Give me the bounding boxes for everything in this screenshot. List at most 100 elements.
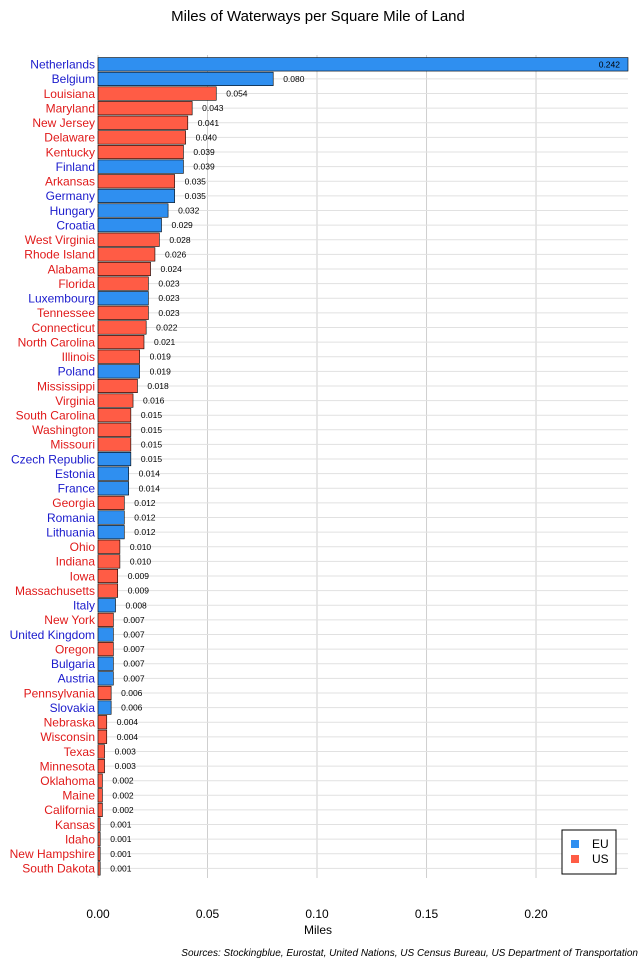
bar [97, 335, 145, 350]
category-label: Kentucky [46, 145, 95, 159]
bar [97, 71, 274, 86]
bar [97, 305, 149, 320]
bar [97, 788, 103, 803]
value-label: 0.023 [158, 293, 180, 303]
category-label: New Hampshire [10, 847, 96, 861]
category-label: Georgia [52, 496, 95, 510]
value-label: 0.035 [185, 176, 207, 186]
bar [97, 642, 114, 657]
value-label: 0.003 [115, 746, 137, 756]
category-label: South Dakota [22, 862, 95, 876]
value-label: 0.001 [110, 863, 132, 873]
bar [97, 261, 151, 277]
value-label: 0.002 [112, 790, 134, 800]
bar [97, 568, 119, 584]
value-label: 0.002 [112, 805, 134, 815]
category-label: Austria [58, 672, 96, 686]
value-label: 0.003 [115, 761, 137, 771]
value-label: 0.001 [110, 849, 132, 859]
value-label: 0.014 [139, 483, 161, 493]
bar [97, 817, 101, 832]
bar [97, 832, 101, 847]
category-label: Germany [46, 189, 95, 203]
bar [97, 481, 129, 496]
category-label: Netherlands [30, 58, 95, 72]
value-label: 0.010 [130, 556, 152, 566]
value-label: 0.006 [121, 703, 143, 713]
bar [97, 408, 132, 423]
category-label: Idaho [65, 832, 95, 846]
category-label: Oklahoma [40, 774, 95, 788]
source-note: Sources: Stockingblue, Eurostat, United … [181, 948, 638, 959]
category-label: Alabama [48, 262, 96, 276]
category-label: Kansas [55, 818, 95, 832]
bar [97, 276, 149, 291]
value-label: 0.016 [143, 396, 165, 406]
plot-area [98, 55, 628, 878]
value-label: 0.019 [150, 366, 172, 376]
value-label: 0.004 [117, 732, 139, 742]
value-label: 0.007 [123, 673, 145, 683]
bar [97, 685, 112, 701]
bar [97, 86, 217, 101]
value-label: 0.021 [154, 337, 176, 347]
category-label: Czech Republic [11, 452, 95, 466]
x-tick-label: 0.00 [86, 907, 110, 921]
value-label: 0.012 [134, 527, 156, 537]
bar [97, 729, 108, 744]
value-label: 0.039 [193, 162, 215, 172]
bar [97, 144, 184, 160]
value-label: 0.026 [165, 249, 187, 259]
bar [97, 759, 105, 774]
category-label: West Virginia [25, 233, 96, 247]
legend-swatch [571, 855, 579, 863]
value-label: 0.008 [126, 600, 148, 610]
category-label: Virginia [55, 394, 95, 408]
value-label: 0.040 [196, 132, 218, 142]
category-label: Texas [64, 745, 95, 759]
category-label: Massachusetts [15, 584, 95, 598]
bar [97, 349, 140, 364]
category-label: Estonia [55, 467, 95, 481]
category-label: Wisconsin [40, 730, 95, 744]
bar [97, 115, 189, 130]
category-label: Nebraska [44, 716, 96, 730]
legend-label: EU [592, 837, 609, 851]
category-label: Iowa [70, 569, 96, 583]
category-label: Connecticut [32, 321, 96, 335]
category-label: Louisiana [44, 87, 96, 101]
value-label: 0.006 [121, 688, 143, 698]
bar [97, 671, 114, 686]
value-label: 0.001 [110, 834, 132, 844]
category-label: Finland [56, 160, 95, 174]
value-label: 0.012 [134, 513, 156, 523]
bar [97, 291, 149, 306]
bar [97, 422, 132, 437]
value-label: 0.022 [156, 322, 178, 332]
category-label: Delaware [44, 131, 95, 145]
bar [97, 437, 132, 452]
value-label: 0.007 [123, 629, 145, 639]
x-tick-label: 0.15 [415, 907, 439, 921]
category-label: New York [44, 613, 96, 627]
bar [97, 188, 175, 203]
bar [97, 612, 114, 627]
bar [97, 495, 125, 510]
bar [97, 627, 114, 642]
value-label: 0.080 [283, 74, 305, 84]
value-label: 0.009 [128, 586, 150, 596]
chart-title: Miles of Waterways per Square Mile of La… [171, 8, 465, 25]
category-label: Illinois [62, 350, 95, 364]
x-axis-title: Miles [304, 923, 332, 937]
value-label: 0.019 [150, 352, 172, 362]
bar [97, 656, 114, 671]
value-label: 0.028 [169, 235, 191, 245]
x-tick-label: 0.20 [524, 907, 548, 921]
legend-swatch [571, 840, 579, 848]
category-label: Pennsylvania [24, 686, 96, 700]
value-label: 0.015 [141, 410, 163, 420]
bar [97, 174, 175, 189]
